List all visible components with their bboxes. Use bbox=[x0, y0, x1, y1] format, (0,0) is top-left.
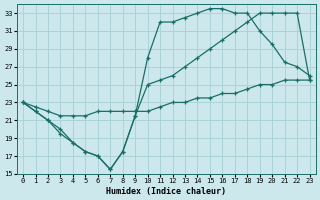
X-axis label: Humidex (Indice chaleur): Humidex (Indice chaleur) bbox=[106, 187, 226, 196]
